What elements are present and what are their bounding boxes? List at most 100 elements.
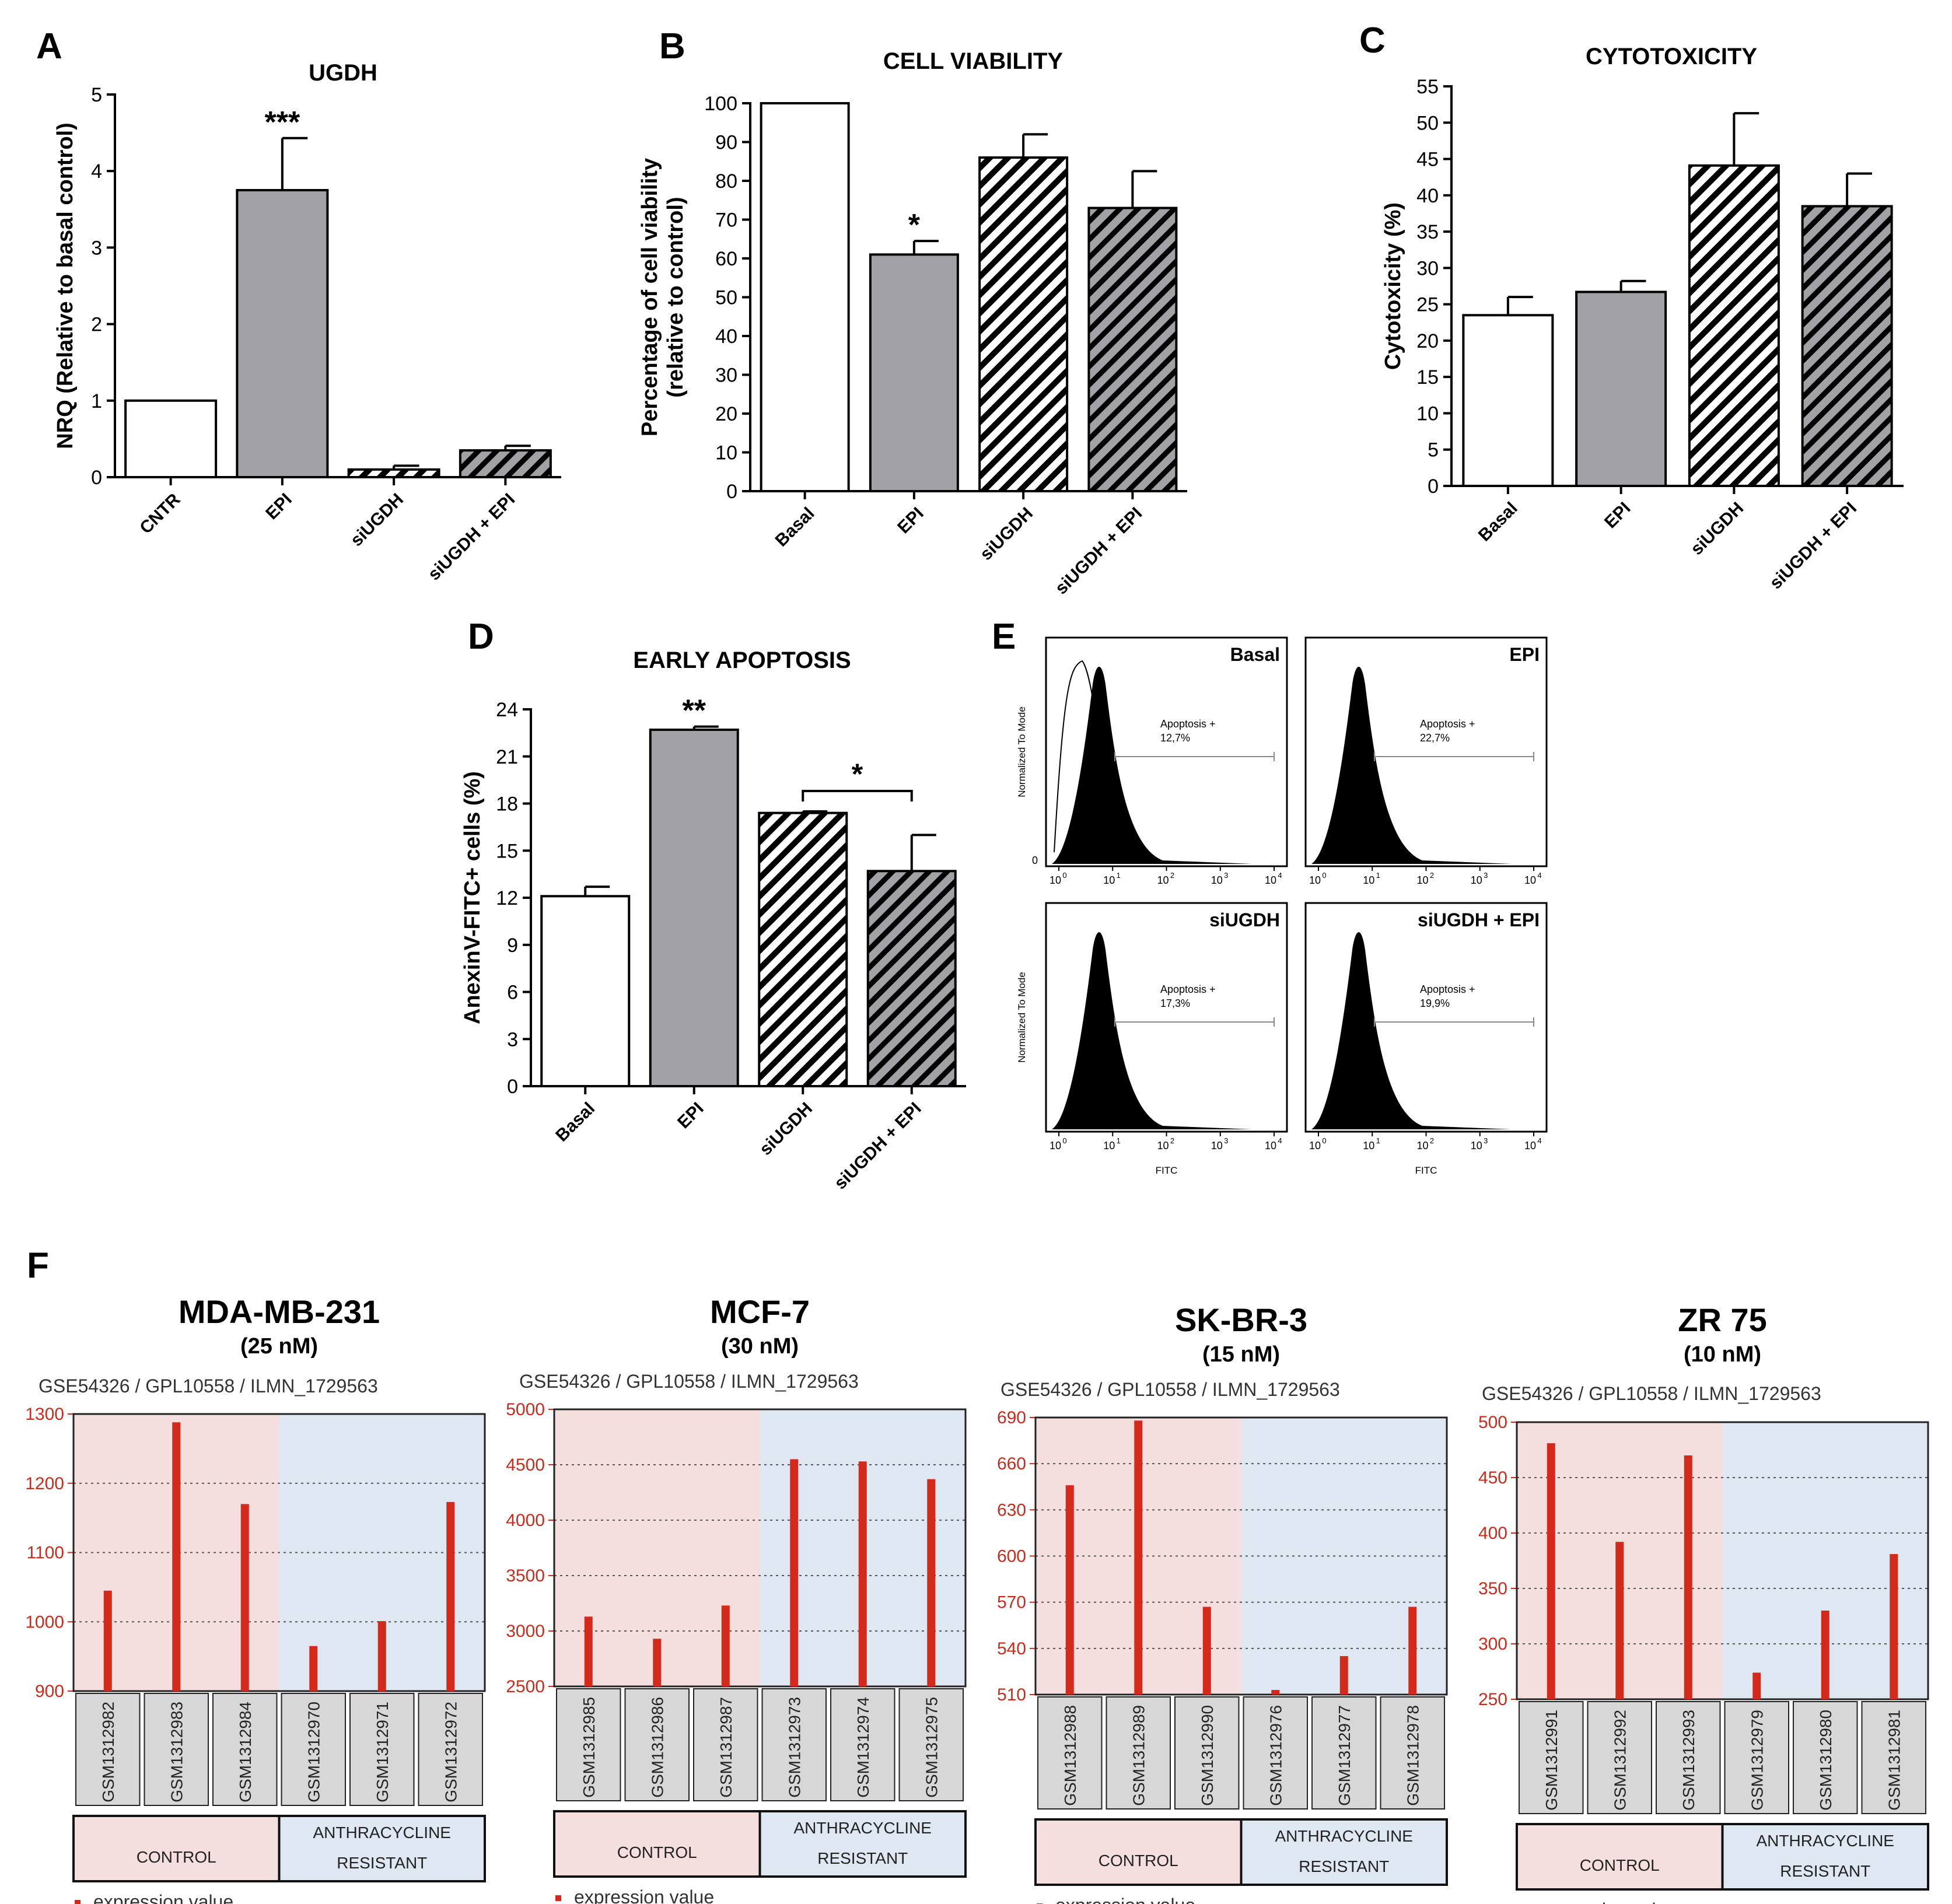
sample-label-box: [1519, 1701, 1584, 1814]
expression-bar: [1134, 1420, 1143, 1695]
bar: [1575, 290, 1667, 487]
chart-cytotoxicity: CYTOTOXICITY Cytotoxicity (%) 0 5 10 15 20 25 30…: [1381, 44, 1904, 593]
expression-bar: [377, 1621, 386, 1691]
x-tick-exponent: 0: [1322, 1136, 1326, 1145]
x-tick-exponent: 2: [1170, 871, 1174, 880]
expression-bar: [1408, 1606, 1417, 1695]
y-tick-label: 630: [997, 1500, 1026, 1520]
group-resistant-box: [1240, 1818, 1448, 1886]
expression-bar: [1339, 1656, 1348, 1695]
sample-label-box: [898, 1688, 964, 1801]
y-tick-label: 3500: [506, 1566, 545, 1586]
chart-subtitle: (30 nM): [721, 1334, 799, 1359]
gate-label: Apoptosis +: [1420, 984, 1475, 995]
sample-label: GSM1312990: [1198, 1705, 1216, 1806]
sample-label-box: [1656, 1701, 1721, 1814]
significance-annotation: *: [852, 758, 863, 790]
bar: [1688, 164, 1780, 488]
x-tick-label: 10: [1471, 874, 1482, 886]
geo-chart-zr-75: ZR 75 (10 nM) GSE54326 / GPL10558 / ILMN_1…: [1478, 1301, 1929, 1904]
bar: [347, 468, 440, 479]
chart-title: MCF-7: [710, 1293, 810, 1330]
group-label-resistant-line2: RESISTANT: [1299, 1857, 1389, 1875]
group-label-resistant-line1: ANTHRACYCLINE: [1275, 1827, 1413, 1845]
sample-label-box: [693, 1688, 758, 1801]
y-tick-label: 690: [997, 1408, 1026, 1427]
sample-label-box: [1724, 1701, 1789, 1814]
x-tick-label: siUGDH + EPI: [831, 1099, 925, 1194]
histogram-peak: [1311, 667, 1512, 864]
y-axis-label: Normalized To Mode: [1016, 706, 1027, 797]
y-tick-label: 300: [1478, 1634, 1507, 1654]
sample-label: GSM1312977: [1335, 1705, 1353, 1806]
y-tick-label: 50: [1416, 112, 1439, 134]
sample-label: GSM1312982: [99, 1702, 117, 1803]
significance-annotation: **: [683, 694, 706, 728]
x-tick-label: 10: [1050, 874, 1061, 886]
x-tick-label: 10: [1157, 1140, 1169, 1152]
x-tick-label: 10: [1471, 1140, 1482, 1152]
plot-frame: [1034, 1416, 1448, 1696]
chart-ugdh: UGDH NRQ (Relative to basal control) 0 1 2 3 4…: [53, 60, 561, 584]
expression-bar: [446, 1502, 455, 1691]
x-tick-label: siUGDH: [977, 504, 1037, 564]
x-tick-label: 10: [1211, 874, 1223, 886]
legend-swatch: [555, 1895, 561, 1901]
sample-label-box: [1311, 1696, 1377, 1810]
chart-title: CELL VIABILITY: [883, 48, 1063, 74]
x-tick-exponent: 1: [1376, 871, 1380, 880]
panel-letter-d: D: [468, 617, 494, 657]
x-tick-label: 10: [1524, 874, 1536, 886]
sample-label: GSM1312983: [167, 1702, 186, 1803]
y-tick-label: 510: [997, 1685, 1026, 1704]
x-tick-label: Basal: [772, 504, 818, 551]
sample-label: GSM1312991: [1542, 1710, 1561, 1811]
chart-early-apoptosis: EARLY APOPTOSIS AnexinV-FITC+ cells (%) 0 3…: [460, 648, 966, 1193]
y-tick-label: 15: [1416, 366, 1439, 388]
expression-bar: [858, 1461, 867, 1686]
chart-title: CYTOTOXICITY: [1586, 44, 1757, 69]
bar: [1462, 314, 1554, 487]
x-tick-exponent: 3: [1484, 871, 1488, 880]
y-tick-label: 9: [507, 935, 518, 957]
sample-label-box: [281, 1693, 346, 1806]
legend-label: expression value: [574, 1887, 714, 1904]
bar: [540, 895, 631, 1088]
x-tick-label: 10: [1524, 1140, 1536, 1152]
y-axis-label: Cytotoxicity (%): [1381, 202, 1405, 370]
panel-letter-a: A: [36, 26, 62, 66]
histogram-peak: [1052, 667, 1252, 864]
gate-value: 17,3%: [1160, 998, 1190, 1009]
x-tick-exponent: 2: [1430, 871, 1434, 880]
expression-bar: [721, 1605, 730, 1686]
chart-subtitle: (15 nM): [1202, 1342, 1280, 1367]
x-tick-exponent: 1: [1376, 1136, 1380, 1145]
sample-label-box: [1861, 1701, 1926, 1814]
panel-letter-f: F: [27, 1245, 49, 1286]
expression-bar: [309, 1646, 318, 1691]
bar: [1087, 206, 1178, 492]
bar: [866, 870, 957, 1088]
x-tick-label: 10: [1103, 874, 1115, 886]
chart-subtitle: (25 nM): [240, 1334, 318, 1359]
chart-title: EARLY APOPTOSIS: [633, 648, 851, 673]
x-tick-label: 10: [1103, 1140, 1115, 1152]
histogram-peak: [1052, 932, 1252, 1129]
x-tick-exponent: 2: [1430, 1136, 1434, 1145]
y-tick-label: 0: [726, 481, 737, 503]
legend-swatch: [75, 1900, 81, 1904]
histogram-label: Basal: [1230, 644, 1280, 665]
group-label-resistant-line2: RESISTANT: [337, 1854, 427, 1872]
x-tick-label: EPI: [1601, 499, 1635, 533]
y-tick-label: 2500: [506, 1677, 545, 1696]
y-tick-label: 10: [1416, 402, 1439, 425]
sample-label-box: [418, 1693, 483, 1806]
y-tick-label: 2: [91, 314, 102, 336]
sample-label-box: [1380, 1696, 1445, 1810]
x-axis-label: FITC: [1156, 1165, 1178, 1176]
expression-bar: [1615, 1542, 1624, 1699]
group-label-resistant-line2: RESISTANT: [1780, 1862, 1870, 1880]
y-tick-label: 55: [1416, 76, 1439, 98]
y-tick-label: 25: [1416, 294, 1439, 316]
x-tick-label: siUGDH: [1687, 499, 1747, 559]
